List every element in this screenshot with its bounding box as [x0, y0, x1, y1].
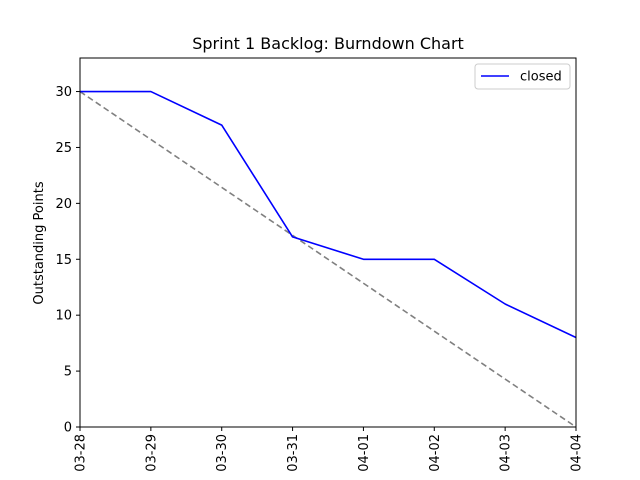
x-tick-label: 04-03 — [499, 434, 514, 472]
x-tick-label: 04-02 — [428, 434, 443, 472]
y-tick-label: 25 — [55, 141, 72, 156]
y-axis-label: Outstanding Points — [32, 181, 47, 304]
y-tick-label: 30 — [55, 85, 72, 100]
axes-frame — [79, 57, 577, 428]
legend-label-closed: closed — [520, 70, 562, 85]
series-line-closed — [80, 90, 576, 339]
y-tick-label: 0 — [64, 421, 72, 436]
legend-box — [474, 63, 571, 90]
chart-title: Sprint 1 Backlog: Burndown Chart — [192, 34, 464, 53]
y-tick-label: 15 — [55, 253, 72, 268]
y-tick-label: 5 — [64, 365, 72, 380]
ideal-burndown-line — [80, 90, 576, 427]
x-tick-label: 03-29 — [144, 434, 159, 472]
y-tick-label: 10 — [55, 309, 72, 324]
x-tick-label: 03-30 — [215, 434, 230, 472]
x-tick-label: 03-31 — [286, 434, 301, 472]
y-tick-label: 20 — [55, 197, 72, 212]
x-tick-label: 04-01 — [357, 434, 372, 472]
x-tick-label: 04-04 — [570, 434, 585, 472]
x-tick-label: 03-28 — [74, 434, 89, 472]
plot-area: 0 5 10 15 20 25 30 03-28 03-29 03-30 03-31 04-01 04-… — [55, 57, 585, 472]
